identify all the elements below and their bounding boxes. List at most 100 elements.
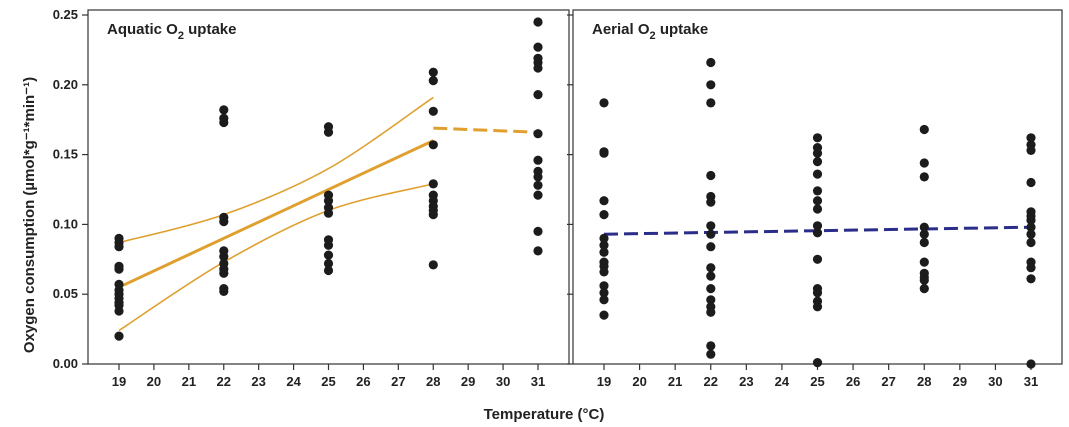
- x-axis-title: Temperature (°C): [484, 406, 605, 423]
- x-tick-label: 24: [286, 374, 301, 389]
- x-tick-label: 27: [881, 374, 895, 389]
- data-point: [1026, 237, 1036, 248]
- data-point: [219, 251, 229, 262]
- x-tick-label: 28: [426, 374, 440, 389]
- data-point: [533, 172, 543, 182]
- y-tick-label: 0.05: [53, 286, 78, 301]
- y-tick-label: 0.00: [53, 356, 78, 371]
- data-point: [599, 240, 609, 250]
- data-point: [428, 260, 438, 270]
- x-tick-label: 23: [739, 374, 753, 389]
- ci-lower-line: [118, 183, 434, 332]
- y-axis-title: Oxygen consumption (µmol*g⁻¹*min⁻¹): [21, 77, 38, 353]
- x-tick-label: 25: [810, 374, 824, 389]
- data-point: [919, 275, 929, 285]
- data-point: [812, 148, 823, 158]
- x-tick-label: 26: [846, 374, 860, 389]
- data-point: [323, 196, 334, 206]
- data-point: [919, 222, 929, 232]
- data-point: [1026, 359, 1036, 369]
- data-point: [706, 197, 716, 207]
- data-point: [706, 98, 716, 108]
- data-point: [533, 246, 543, 256]
- data-point: [919, 229, 929, 239]
- x-tick-label: 21: [182, 374, 196, 389]
- data-point: [706, 341, 716, 351]
- data-point: [1026, 222, 1036, 232]
- x-tick-label: 29: [461, 374, 475, 389]
- x-tick-label: 23: [251, 374, 265, 389]
- data-point: [919, 257, 929, 267]
- x-tick-label: 22: [704, 374, 718, 389]
- data-point: [323, 250, 334, 260]
- data-point: [706, 307, 716, 317]
- data-point: [706, 80, 716, 90]
- x-tick-label: 27: [391, 374, 405, 389]
- data-point: [428, 76, 438, 86]
- data-point: [599, 295, 609, 305]
- x-tick-label: 28: [917, 374, 931, 389]
- data-point: [323, 258, 334, 269]
- data-point: [533, 226, 543, 236]
- panel-title: Aquatic O2 uptake: [107, 21, 236, 42]
- data-point: [599, 281, 609, 291]
- data-point: [219, 217, 229, 227]
- x-tick-label: 19: [112, 374, 126, 389]
- data-point: [599, 148, 609, 158]
- x-tick-label: 22: [217, 374, 231, 389]
- data-point: [533, 180, 543, 190]
- data-point: [428, 140, 438, 150]
- x-tick-label: 21: [668, 374, 682, 389]
- data-point: [706, 229, 716, 239]
- data-point: [1026, 215, 1036, 225]
- data-point: [533, 90, 543, 100]
- data-point: [1026, 274, 1036, 284]
- data-point: [428, 67, 438, 77]
- data-point: [428, 106, 438, 116]
- data-point: [919, 158, 929, 168]
- y-tick-label: 0.15: [53, 147, 78, 162]
- data-point: [599, 310, 609, 320]
- x-tick-label: 24: [775, 374, 790, 389]
- data-point: [599, 233, 609, 243]
- data-point: [812, 133, 823, 143]
- y-tick-label: 0.10: [53, 216, 78, 231]
- aerial-panel: 19 20 21 22 23 24 25 26 27 28 29 30 31 Aerial O2 upta…: [567, 9, 1063, 389]
- data-point: [919, 237, 929, 248]
- data-point: [114, 264, 124, 274]
- data-point: [323, 208, 334, 218]
- x-tick-label: 30: [496, 374, 510, 389]
- data-point: [1026, 145, 1036, 155]
- x-tick-label: 31: [1024, 374, 1038, 389]
- x-tick-label: 19: [597, 374, 611, 389]
- plot-frame: [87, 9, 570, 365]
- panel-title: Aerial O2 uptake: [592, 21, 708, 42]
- data-point: [219, 105, 229, 115]
- aquatic-panel: 0.00 0.05 0.10 0.15 0.20 0.25 19 20 21 22 23 24 25 26…: [53, 7, 570, 389]
- data-point: [219, 117, 229, 128]
- y-tick-label: 0.25: [53, 7, 78, 22]
- data-point: [599, 210, 609, 220]
- data-point: [323, 240, 334, 250]
- data-point: [706, 295, 716, 305]
- data-point: [706, 263, 716, 273]
- data-point: [706, 221, 716, 231]
- data-point: [812, 221, 823, 231]
- data-point: [812, 204, 823, 214]
- data-point: [323, 265, 334, 276]
- data-point: [812, 358, 823, 368]
- data-point: [1026, 177, 1036, 188]
- data-point: [812, 196, 823, 206]
- y-tick-label: 0.20: [53, 77, 78, 92]
- data-point: [219, 268, 229, 278]
- data-point: [812, 302, 823, 312]
- data-point: [599, 288, 609, 298]
- data-point: [812, 157, 823, 167]
- dashed-trend-line: [433, 126, 539, 134]
- data-point: [1026, 133, 1036, 143]
- data-point: [114, 306, 124, 316]
- data-point: [219, 286, 229, 296]
- data-point: [599, 196, 609, 206]
- data-point: [1026, 229, 1036, 239]
